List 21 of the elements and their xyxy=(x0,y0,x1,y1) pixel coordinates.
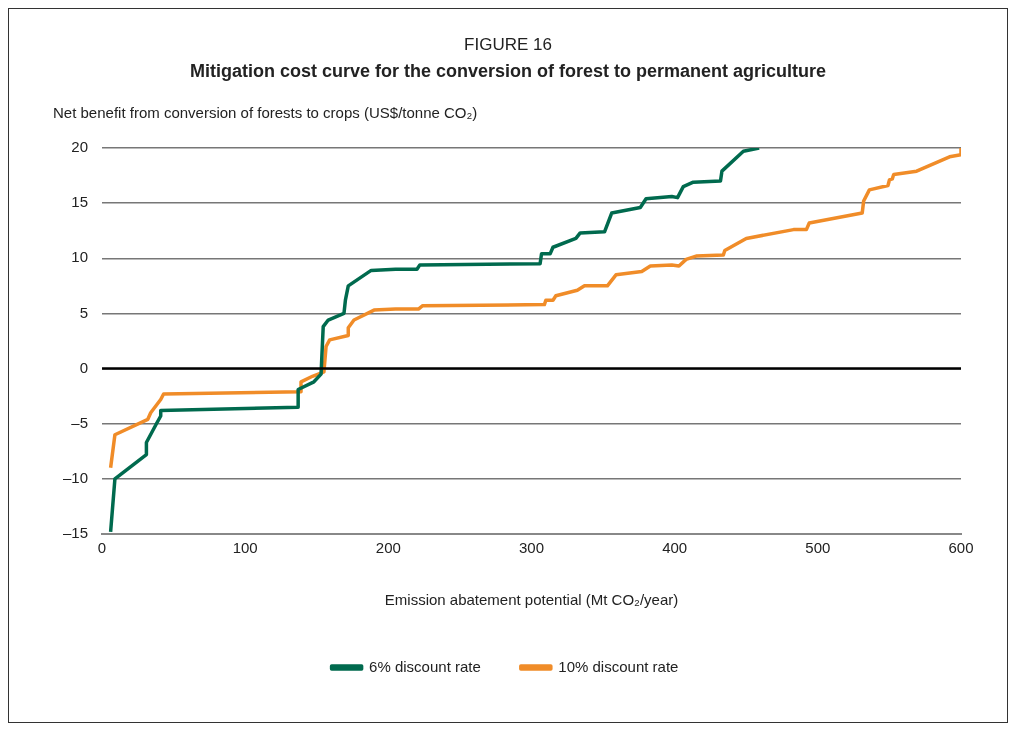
y-axis-title: Net benefit from conversion of forests to crops (US$/tonne CO₂) xyxy=(53,104,479,121)
y-tick-label: 20 xyxy=(71,138,89,156)
y-tick-label: 5 xyxy=(79,303,89,321)
y-tick-label: –5 xyxy=(71,413,89,431)
y-tick-label: 15 xyxy=(71,193,89,211)
x-tick-label: 400 xyxy=(662,539,688,557)
chart-title: FIGURE 16 xyxy=(463,35,553,55)
chart-subtitle: Mitigation cost curve for the conversion of forest to permanent agriculture xyxy=(188,61,828,82)
x-tick-label: 200 xyxy=(375,539,401,557)
x-axis-title: Emission abatement potential (Mt CO₂/year) xyxy=(384,591,679,609)
y-tick-label: 0 xyxy=(79,358,89,376)
x-tick-label: 500 xyxy=(805,539,831,557)
y-tick-label: –10 xyxy=(63,469,89,486)
x-tick-label: 0 xyxy=(97,539,107,557)
y-tick-label: –15 xyxy=(63,524,89,542)
x-tick-label: 100 xyxy=(232,539,258,557)
x-tick-label: 300 xyxy=(519,539,545,557)
legend-label: 6% discount rate xyxy=(369,657,481,675)
x-tick-label: 600 xyxy=(948,539,974,557)
y-tick-label: 10 xyxy=(71,248,89,266)
legend-label: 10% discount rate xyxy=(558,657,679,675)
